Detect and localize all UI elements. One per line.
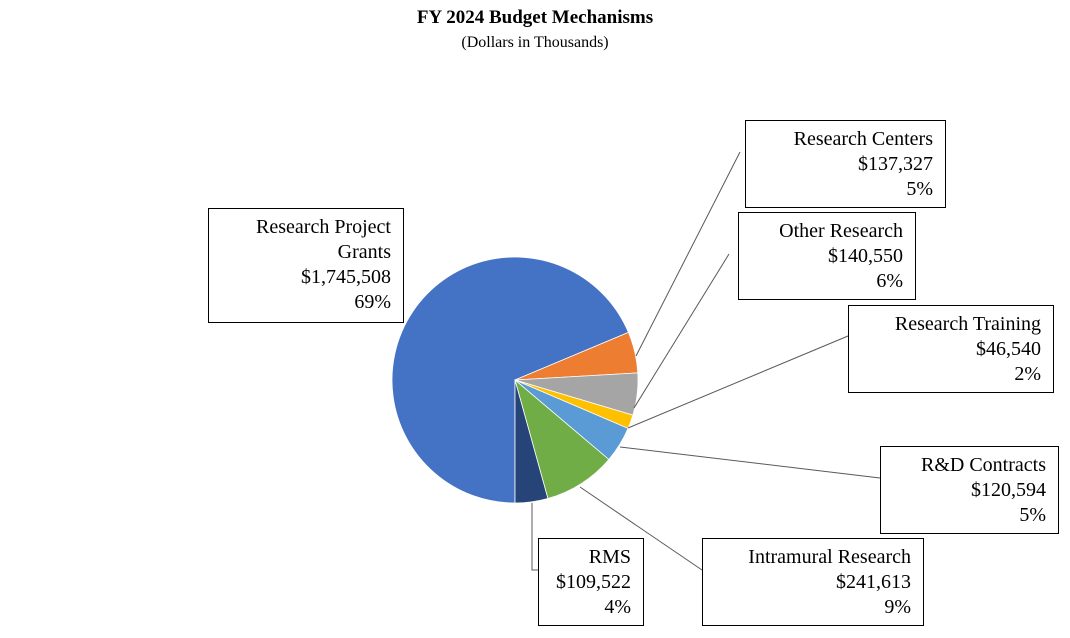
leader-line: [579, 486, 703, 571]
leader-line: [627, 335, 849, 429]
data-label: Research Training $46,540 2%: [848, 305, 1054, 393]
chart-title: FY 2024 Budget Mechanisms: [416, 7, 654, 28]
data-label-percent: 5%: [1019, 504, 1046, 526]
data-label-value: $137,327: [858, 153, 933, 175]
data-label-name: Research Centers: [793, 128, 933, 150]
data-label: Research Centers $137,327 5%: [745, 120, 946, 208]
data-label-value: $1,745,508: [301, 266, 391, 288]
data-label-percent: 4%: [604, 596, 631, 618]
data-label-name: RMS: [588, 546, 631, 568]
data-label-value: $140,550: [828, 245, 903, 267]
data-label: Intramural Research $241,613 9%: [702, 538, 924, 626]
leader-line: [531, 503, 538, 571]
data-label: Other Research $140,550 6%: [738, 212, 916, 300]
leader-line: [633, 253, 730, 409]
leader-line: [619, 446, 881, 479]
data-label-name: R&D Contracts: [921, 454, 1046, 476]
data-label-name: Research Training: [894, 313, 1041, 335]
data-label-percent: 6%: [876, 270, 903, 292]
data-label-percent: 9%: [884, 596, 911, 618]
pie-slice-research-project-grants: [391, 256, 629, 504]
data-label-percent: 2%: [1014, 363, 1041, 385]
leader-line: [635, 151, 741, 357]
data-label: R&D Contracts $120,594 5%: [880, 446, 1059, 534]
data-label-percent: 5%: [906, 178, 933, 200]
data-label: Research Project Grants $1,745,508 69%: [208, 208, 404, 323]
data-label-name: Research Project: [256, 216, 391, 238]
data-label-value: $46,540: [976, 338, 1041, 360]
data-label-name: Grants: [337, 241, 391, 263]
data-label-value: $241,613: [836, 571, 911, 593]
chart-subtitle: (Dollars in Thousands): [461, 34, 609, 51]
pie-slice-rms: [514, 379, 549, 504]
data-label-percent: 69%: [354, 291, 391, 313]
data-label-name: Intramural Research: [748, 546, 911, 568]
data-label-value: $109,522: [556, 571, 631, 593]
data-label-value: $120,594: [971, 479, 1046, 501]
data-label: RMS $109,522 4%: [538, 538, 644, 626]
data-label-name: Other Research: [779, 220, 903, 242]
